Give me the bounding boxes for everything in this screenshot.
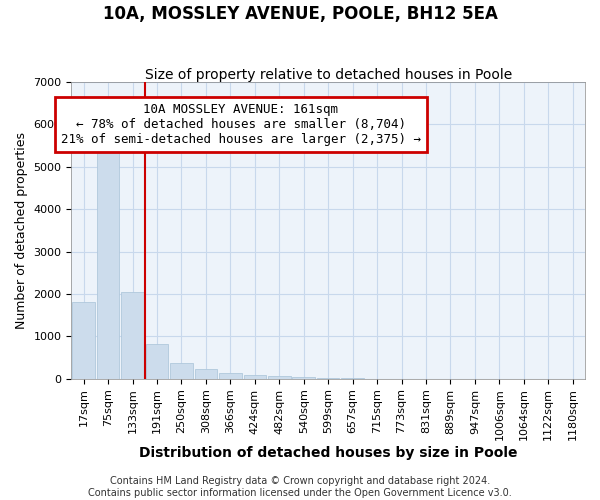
Bar [292,377,315,378]
Y-axis label: Number of detached properties: Number of detached properties [15,132,28,329]
Bar [146,344,168,378]
Bar [121,292,144,378]
Bar [194,369,217,378]
Bar [219,373,242,378]
Bar [73,302,95,378]
Text: 10A MOSSLEY AVENUE: 161sqm
← 78% of detached houses are smaller (8,704)
21% of s: 10A MOSSLEY AVENUE: 161sqm ← 78% of deta… [61,103,421,146]
X-axis label: Distribution of detached houses by size in Poole: Distribution of detached houses by size … [139,446,517,460]
Text: Contains HM Land Registry data © Crown copyright and database right 2024.
Contai: Contains HM Land Registry data © Crown c… [88,476,512,498]
Bar [97,135,119,378]
Title: Size of property relative to detached houses in Poole: Size of property relative to detached ho… [145,68,512,82]
Bar [170,362,193,378]
Text: 10A, MOSSLEY AVENUE, POOLE, BH12 5EA: 10A, MOSSLEY AVENUE, POOLE, BH12 5EA [103,5,497,23]
Bar [244,375,266,378]
Bar [268,376,290,378]
